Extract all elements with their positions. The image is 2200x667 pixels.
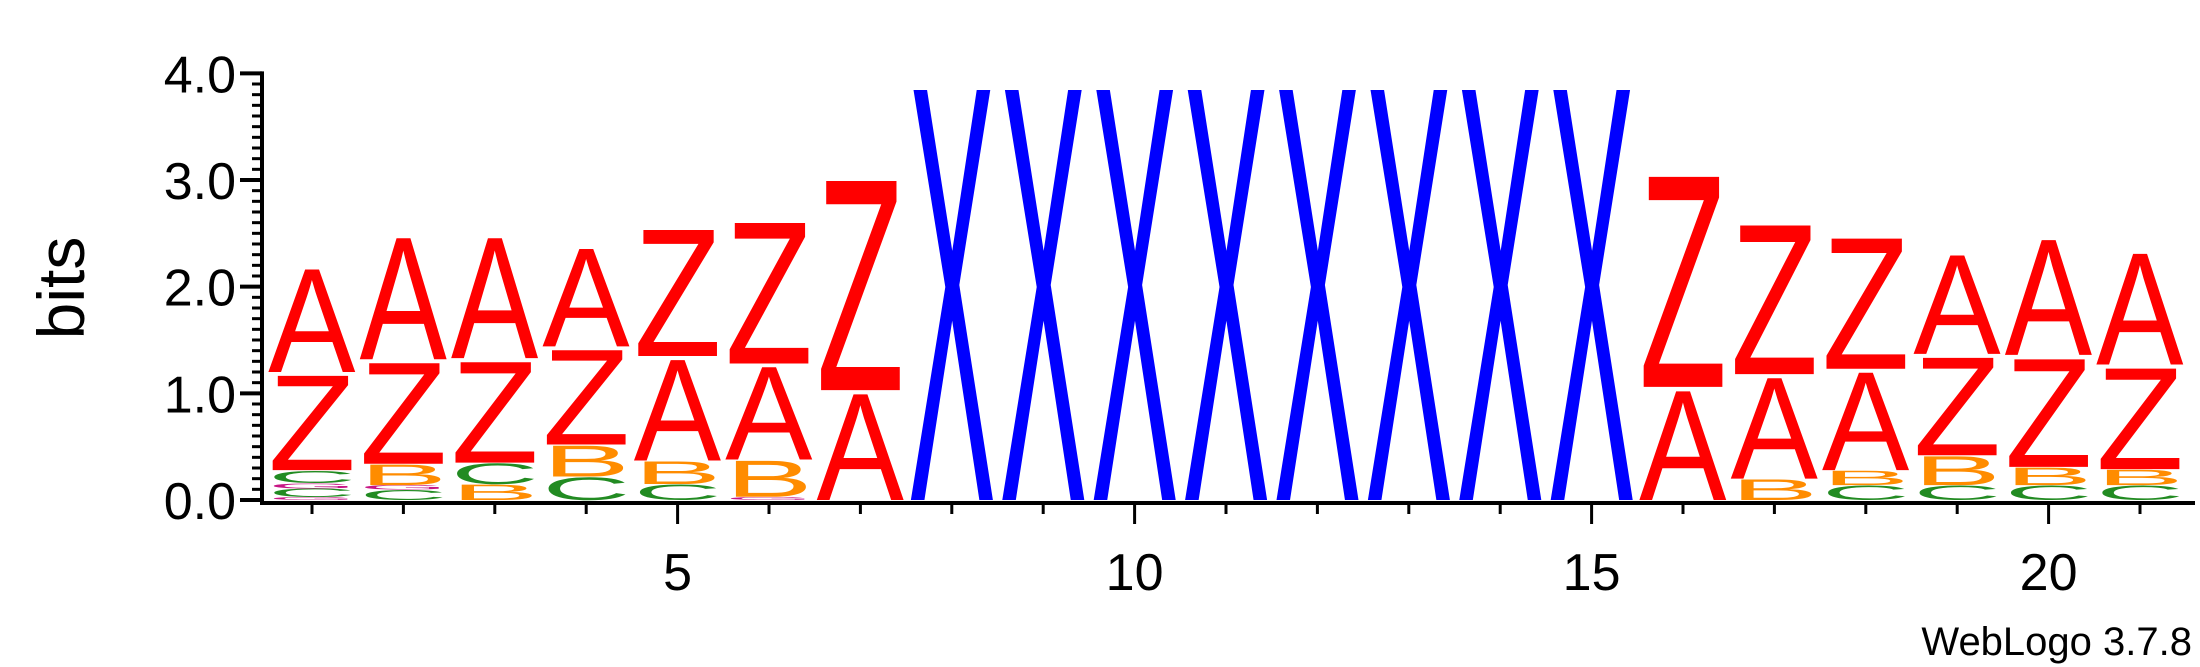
logo-letter-a-pos-18: A <box>1822 342 1909 500</box>
logo-letter-c-pos-1: C <box>268 467 356 487</box>
logo-letter-a-pos-2: A <box>360 200 448 396</box>
logo-letter-a-pos-5: A <box>634 329 722 492</box>
logo-letter-c-pos-3: C <box>451 457 539 490</box>
logo-letter-c-pos-21: C <box>2096 481 2184 504</box>
logo-letter-z-pos-7: Z <box>817 117 905 456</box>
logo-letter-c-pos-20: C <box>2005 481 2093 504</box>
logo-letter-a-pos-21: A <box>2096 220 2183 400</box>
logo-letter-z-pos-1: Z <box>268 346 356 499</box>
y-tick-label: 2.0 <box>164 260 236 318</box>
logo-letter-c-pos-1: C <box>268 486 356 499</box>
logo-letter-z-pos-2: Z <box>360 332 448 495</box>
logo-letter-other-pos-6: G <box>725 496 813 501</box>
y-tick-label: 4.0 <box>164 46 236 104</box>
logo-letter-x-pos-13: X <box>1365 0 1453 627</box>
axes: 0.0 1.0 2.0 3.0 4.0 5 10 15 20 <box>164 46 2195 602</box>
logo-letter-a-pos-19: A <box>1913 226 2001 386</box>
logo-letter-c-pos-18: C <box>1822 481 1910 504</box>
logo-letter-c-pos-19: C <box>1913 481 2001 504</box>
logo-letter-a-pos-20: A <box>2005 204 2092 391</box>
x-tick-label: 15 <box>1563 544 1621 602</box>
y-tick-label: 1.0 <box>164 366 236 424</box>
x-tick-label: 5 <box>663 544 692 602</box>
logo-letter-z-pos-18: Z <box>1822 198 1910 410</box>
logo-letter-other-pos-2: G <box>360 484 448 491</box>
logo-letter-b-pos-18: B <box>1822 466 1910 489</box>
logo-letter-b-pos-21: B <box>2096 465 2184 490</box>
logo-letter-b-pos-5: B <box>634 455 722 492</box>
logo-letter-z-pos-19: Z <box>1913 328 2001 486</box>
logo-letter-x-pos-9: X <box>999 0 1087 627</box>
logo-letter-a-pos-6: A <box>725 339 813 489</box>
logo-letter-z-pos-3: Z <box>451 331 539 494</box>
logo-letter-b-pos-3: B <box>451 480 539 505</box>
logo-letter-x-pos-11: X <box>1182 0 1270 627</box>
logo-letter-b-pos-20: B <box>2005 462 2093 490</box>
logo-letter-z-pos-4: Z <box>542 321 630 474</box>
logo-letter-other-pos-1: G <box>268 482 356 490</box>
logo-letter-z-pos-6: Z <box>725 180 813 408</box>
y-tick-label: 3.0 <box>164 153 236 211</box>
y-tick-label: 0.0 <box>164 473 236 531</box>
logo-letter-x-pos-12: X <box>1274 0 1362 627</box>
logo-letter-a-pos-1: A <box>268 237 356 404</box>
logo-letter-z-pos-5: Z <box>634 190 722 395</box>
x-tick-label: 10 <box>1106 544 1164 602</box>
logo-letter-z-pos-17: Z <box>1731 179 1819 420</box>
logo-letter-b-pos-2: B <box>360 459 448 492</box>
y-axis-title: bits <box>24 237 98 340</box>
logo-letter-a-pos-17: A <box>1731 347 1819 510</box>
logo-letter-x-pos-15: X <box>1548 0 1636 627</box>
logo-letter-a-pos-4: A <box>542 219 629 377</box>
logo-letter-z-pos-16: Z <box>1639 111 1727 453</box>
logo-letter-c-pos-4: C <box>542 470 630 507</box>
logo-letter-a-pos-3: A <box>451 200 538 396</box>
logo-letter-z-pos-21: Z <box>2096 337 2184 500</box>
logo-letter-b-pos-19: B <box>1913 447 2001 494</box>
logo-letter-c-pos-2: C <box>360 487 448 504</box>
logo-letter-x-pos-14: X <box>1456 0 1544 627</box>
logo-letter-other-pos-1: G <box>268 496 356 501</box>
logo-letter-c-pos-5: C <box>634 480 722 505</box>
credit-label: WebLogo 3.7.8 <box>1921 620 2192 664</box>
logo-letter-x-pos-8: X <box>908 0 996 627</box>
logo-letter-z-pos-20: Z <box>2005 325 2093 500</box>
logo-letter-x-pos-10: X <box>1091 0 1179 627</box>
x-tick-label: 20 <box>2020 544 2078 602</box>
logo-letter-b-pos-4: B <box>542 436 630 486</box>
logo-letter-b-pos-6: B <box>725 450 813 508</box>
